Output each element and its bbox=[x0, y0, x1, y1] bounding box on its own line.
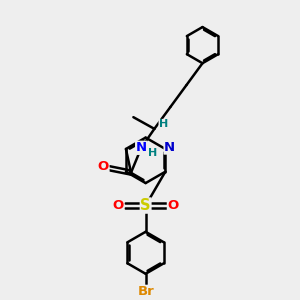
Text: N: N bbox=[136, 141, 147, 154]
Text: O: O bbox=[98, 160, 109, 173]
Text: N: N bbox=[164, 141, 175, 154]
Text: O: O bbox=[112, 199, 124, 212]
Text: S: S bbox=[140, 198, 151, 213]
Text: H: H bbox=[148, 148, 157, 158]
Text: Br: Br bbox=[137, 285, 154, 298]
Text: O: O bbox=[167, 199, 179, 212]
Text: H: H bbox=[159, 119, 168, 130]
